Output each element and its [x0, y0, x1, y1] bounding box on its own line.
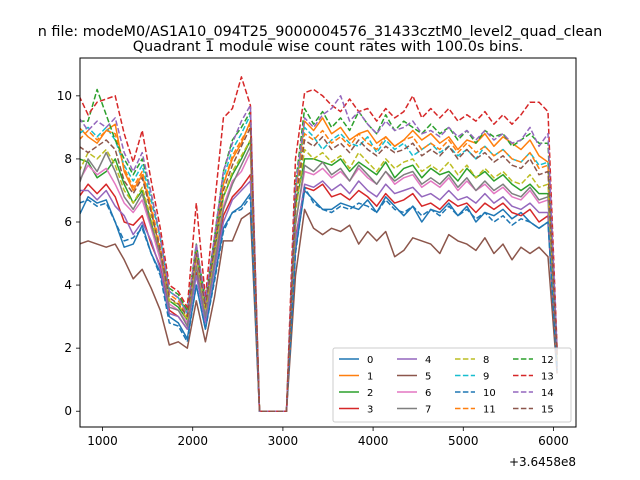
legend-label-5: 5	[425, 372, 431, 383]
series-layer	[80, 76, 558, 412]
y-tick-label: 2	[64, 341, 72, 355]
legend-label-3: 3	[367, 405, 373, 416]
legend-label-15: 15	[541, 405, 554, 416]
axes-frame	[79, 57, 577, 428]
legend-label-9: 9	[483, 372, 489, 383]
legend-label-10: 10	[483, 388, 496, 399]
figure-suptitle: n file: modeM0/AS1A10_094T25_9000004576_…	[38, 24, 603, 40]
legend-label-7: 7	[425, 405, 431, 416]
x-tick-label: 6000	[538, 434, 569, 448]
x-tick-label: 1000	[87, 434, 118, 448]
x-axis: 1000 2000 3000 4000 5000 6000	[87, 427, 569, 448]
legend-label-0: 0	[367, 355, 373, 366]
x-tick-label: 3000	[268, 434, 299, 448]
series-line-10	[80, 186, 558, 412]
series-line-9	[80, 114, 558, 412]
legend-label-11: 11	[483, 405, 496, 416]
x-offset-label: +3.6458e8	[509, 455, 576, 469]
y-tick-label: 6	[64, 215, 72, 229]
legend-label-2: 2	[367, 388, 373, 399]
series-line-5	[80, 208, 558, 412]
legend-label-8: 8	[483, 355, 489, 366]
chart-title: Quadrant 1 module wise count rates with …	[133, 39, 524, 55]
series-line-4	[80, 180, 558, 412]
series-line-7	[80, 145, 558, 412]
legend-label-14: 14	[541, 388, 554, 399]
x-tick-label: 5000	[448, 434, 479, 448]
legend-label-1: 1	[367, 372, 373, 383]
y-axis: 0 2 4 6 8 10	[57, 89, 80, 418]
y-tick-label: 10	[57, 89, 72, 103]
x-tick-label: 4000	[358, 434, 389, 448]
y-tick-label: 8	[64, 152, 72, 166]
series-line-15	[80, 126, 558, 412]
x-tick-label: 2000	[177, 434, 208, 448]
series-line-14	[80, 95, 558, 412]
legend-box	[332, 347, 572, 423]
legend-label-6: 6	[425, 388, 431, 399]
series-line-11	[80, 123, 558, 412]
legend-label-12: 12	[541, 355, 554, 366]
y-tick-label: 0	[64, 404, 72, 418]
y-tick-label: 4	[64, 278, 72, 292]
legend-label-4: 4	[425, 355, 431, 366]
series-line-13	[80, 76, 558, 412]
legend-label-13: 13	[541, 372, 554, 383]
series-line-0	[80, 189, 558, 412]
